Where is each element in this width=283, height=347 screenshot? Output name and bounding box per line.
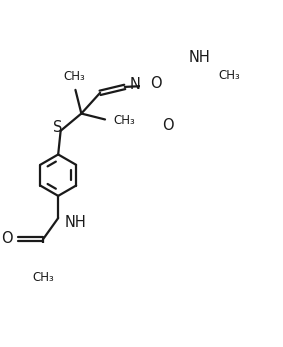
Text: O: O (1, 231, 13, 246)
Text: CH₃: CH₃ (113, 115, 135, 127)
Text: CH₃: CH₃ (64, 70, 85, 83)
Text: N: N (130, 77, 141, 92)
Text: CH₃: CH₃ (33, 271, 54, 284)
Text: NH: NH (65, 214, 87, 229)
Text: NH: NH (189, 50, 211, 65)
Text: CH₃: CH₃ (218, 69, 240, 82)
Text: S: S (53, 120, 62, 135)
Text: O: O (150, 76, 162, 92)
Text: O: O (162, 118, 173, 134)
